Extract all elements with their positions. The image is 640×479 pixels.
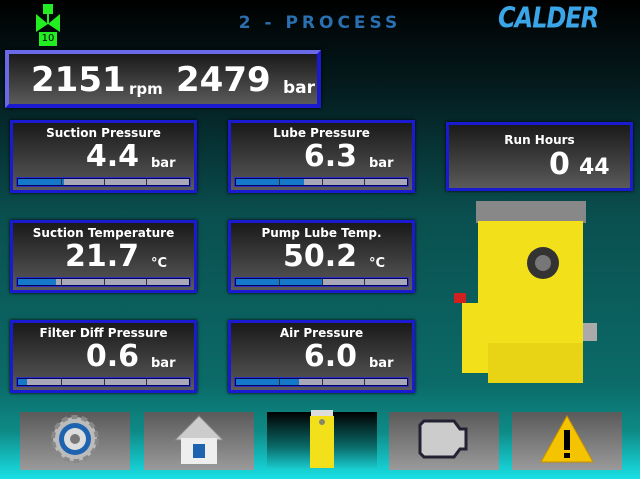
home-icon [173,414,225,468]
gauge-panel: Lube Pressure 6.3 bar [228,120,415,193]
gauge-bar [234,377,409,387]
gauge-panel: Filter Diff Pressure 0.6 bar [10,320,197,393]
pump-image [454,201,597,383]
gauge-bar-fill [236,379,300,385]
gauge-value: 6.3 [303,139,357,174]
gauge-unit: bar [369,156,394,171]
gauge-label: Suction Pressure [46,126,161,140]
bar-tick [60,179,62,185]
gauge-value: 50.2 [282,239,357,274]
valve-icon [36,4,60,32]
bar-tick [278,279,280,285]
gauge-bar [16,177,191,187]
bar-tick [103,279,105,285]
bar-tick [146,179,148,185]
bar-tick [146,279,148,285]
gauge-label: Suction Temperature [32,226,175,240]
bar-tick [103,379,105,385]
run-hours-panel: Run Hours 0 44 [446,122,633,191]
gauge-bar [16,377,191,387]
gauge-panel: Suction Temperature 21.7 °C [10,220,197,293]
bar-tick [364,279,366,285]
gauge-panel: Pump Lube Temp. 50.2 °C [228,220,415,293]
bar-tick [278,179,280,185]
gauge-label: Air Pressure [279,326,364,340]
gauge-label: Filter Diff Pressure [39,326,168,340]
gauge-value: 6.0 [303,339,357,374]
bar-tick [321,379,323,385]
gauge-bar [234,277,409,287]
nav-button-home[interactable] [144,412,254,470]
bar-tick [60,379,62,385]
gauge-panel: Air Pressure 6.0 bar [228,320,415,393]
pressure-value: 2479 [176,60,271,100]
bar-tick [60,279,62,285]
bar-tick [321,279,323,285]
engine-icon [416,417,472,465]
bar-tick [364,179,366,185]
gauge-bar [234,177,409,187]
run-hours-minutes: 44 [579,155,610,180]
pressure-unit: bar [283,78,316,98]
speed-unit: rpm [129,80,163,98]
gauge-unit: °C [369,256,386,271]
nav-button-alarms[interactable] [512,412,622,470]
warning-icon [539,414,595,468]
gauge-panel: Suction Pressure 4.4 bar [10,120,197,193]
bar-tick [321,179,323,185]
bar-tick [278,379,280,385]
pump-icon [307,410,337,472]
gauge-bar-fill [236,179,305,185]
gauge-label: Pump Lube Temp. [261,226,382,240]
gauge-bar-fill [18,379,27,385]
gauge-label: Lube Pressure [273,126,370,140]
gauge-unit: bar [369,356,394,371]
gauge-bar [16,277,191,287]
nav-button-engine[interactable] [389,412,499,470]
bar-tick [146,379,148,385]
bar-tick [103,179,105,185]
run-hours-hours: 0 [549,147,570,182]
gauge-bar-fill [18,279,56,285]
nav-button-settings[interactable] [20,412,130,470]
gauge-unit: bar [151,156,176,171]
valve-number: 10 [39,32,57,46]
main-readout-panel: 2151 rpm 2479 bar [5,50,321,108]
bar-tick [364,379,366,385]
gauge-bar-fill [18,179,65,185]
gauge-value: 4.4 [85,139,139,174]
speed-value: 2151 [31,60,126,100]
gear-icon [50,414,100,468]
nav-button-process[interactable] [267,410,377,472]
gauge-unit: °C [151,256,168,271]
page-title: 2 - PROCESS [238,13,402,33]
gauge-unit: bar [151,356,176,371]
gauge-value: 21.7 [64,239,139,274]
calder-logo: CALDER [498,1,599,35]
gauge-value: 0.6 [85,339,139,374]
run-hours-label: Run Hours [504,133,575,147]
